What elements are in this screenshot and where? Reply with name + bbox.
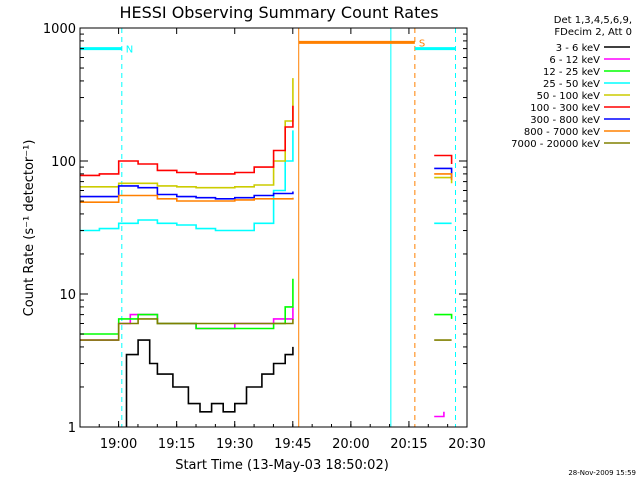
legend-label-4: 25 - 50 keV [543, 79, 600, 90]
series-line-3-seg-2 [434, 313, 453, 319]
legend-header-line-2: FDecim 2, Att 0 [554, 27, 632, 38]
legend-header-line-1: Det 1,3,4,5,6,9, [554, 15, 632, 26]
x-tick-label-4: 19:45 [274, 437, 311, 452]
series-line-5-seg-1 [80, 78, 294, 189]
legend-label-2: 6 - 12 keV [549, 55, 600, 66]
series-line-4-seg-1 [80, 130, 294, 232]
series-line-2-seg-2 [434, 411, 445, 418]
x-tick-label-3: 19:30 [216, 437, 253, 452]
x-tick-label-7: 20:30 [448, 437, 485, 452]
footer-timestamp: 28-Nov-2009 15:59 [568, 469, 636, 477]
legend-label-3: 12 - 25 keV [543, 67, 600, 78]
series-line-9-seg-1 [80, 318, 294, 341]
x-tick-label-6: 20:15 [390, 437, 427, 452]
plot-area: NS [80, 28, 457, 427]
series-line-6-seg-2 [434, 154, 453, 164]
y-tick-label-1: 1 [68, 421, 76, 436]
y-tick-label-4: 1000 [43, 22, 76, 37]
series-line-8-seg-2 [434, 173, 453, 180]
legend-label-7: 300 - 800 keV [530, 115, 600, 126]
y-tick-label-3: 100 [51, 155, 76, 170]
axes: 19:00 19:15 19:30 19:45 20:00 20:15 20:30 1 10 10… [43, 22, 486, 452]
legend-label-5: 50 - 100 keV [537, 91, 601, 102]
series-line-1-seg-1 [125, 339, 294, 427]
series-line-6-seg-1 [80, 105, 294, 177]
x-tick-label-5: 20:00 [332, 437, 369, 452]
x-axis-title: Start Time (13-May-03 18:50:02) [175, 458, 389, 473]
x-tick-label-2: 19:15 [158, 437, 195, 452]
legend-label-6: 100 - 300 keV [530, 103, 600, 114]
y-axis-title: Count Rate (s⁻¹ detector⁻¹) [22, 140, 37, 317]
series-line-7-seg-1 [80, 185, 294, 200]
legend-label-8: 800 - 7000 keV [524, 127, 600, 138]
legend: Det 1,3,4,5,6,9,FDecim 2, Att 0 3 - 6 keV… [511, 15, 632, 150]
chart-title: HESSI Observing Summary Count Rates [119, 3, 438, 22]
series-line-8-seg-1 [80, 194, 294, 203]
flag-label-N: N [126, 45, 133, 56]
y-tick-label-2: 10 [59, 288, 76, 303]
legend-label-9: 7000 - 20000 keV [511, 139, 600, 150]
legend-label-1: 3 - 6 keV [556, 43, 600, 54]
x-tick-label-1: 19:00 [100, 437, 137, 452]
flag-label-S: S [419, 38, 425, 49]
